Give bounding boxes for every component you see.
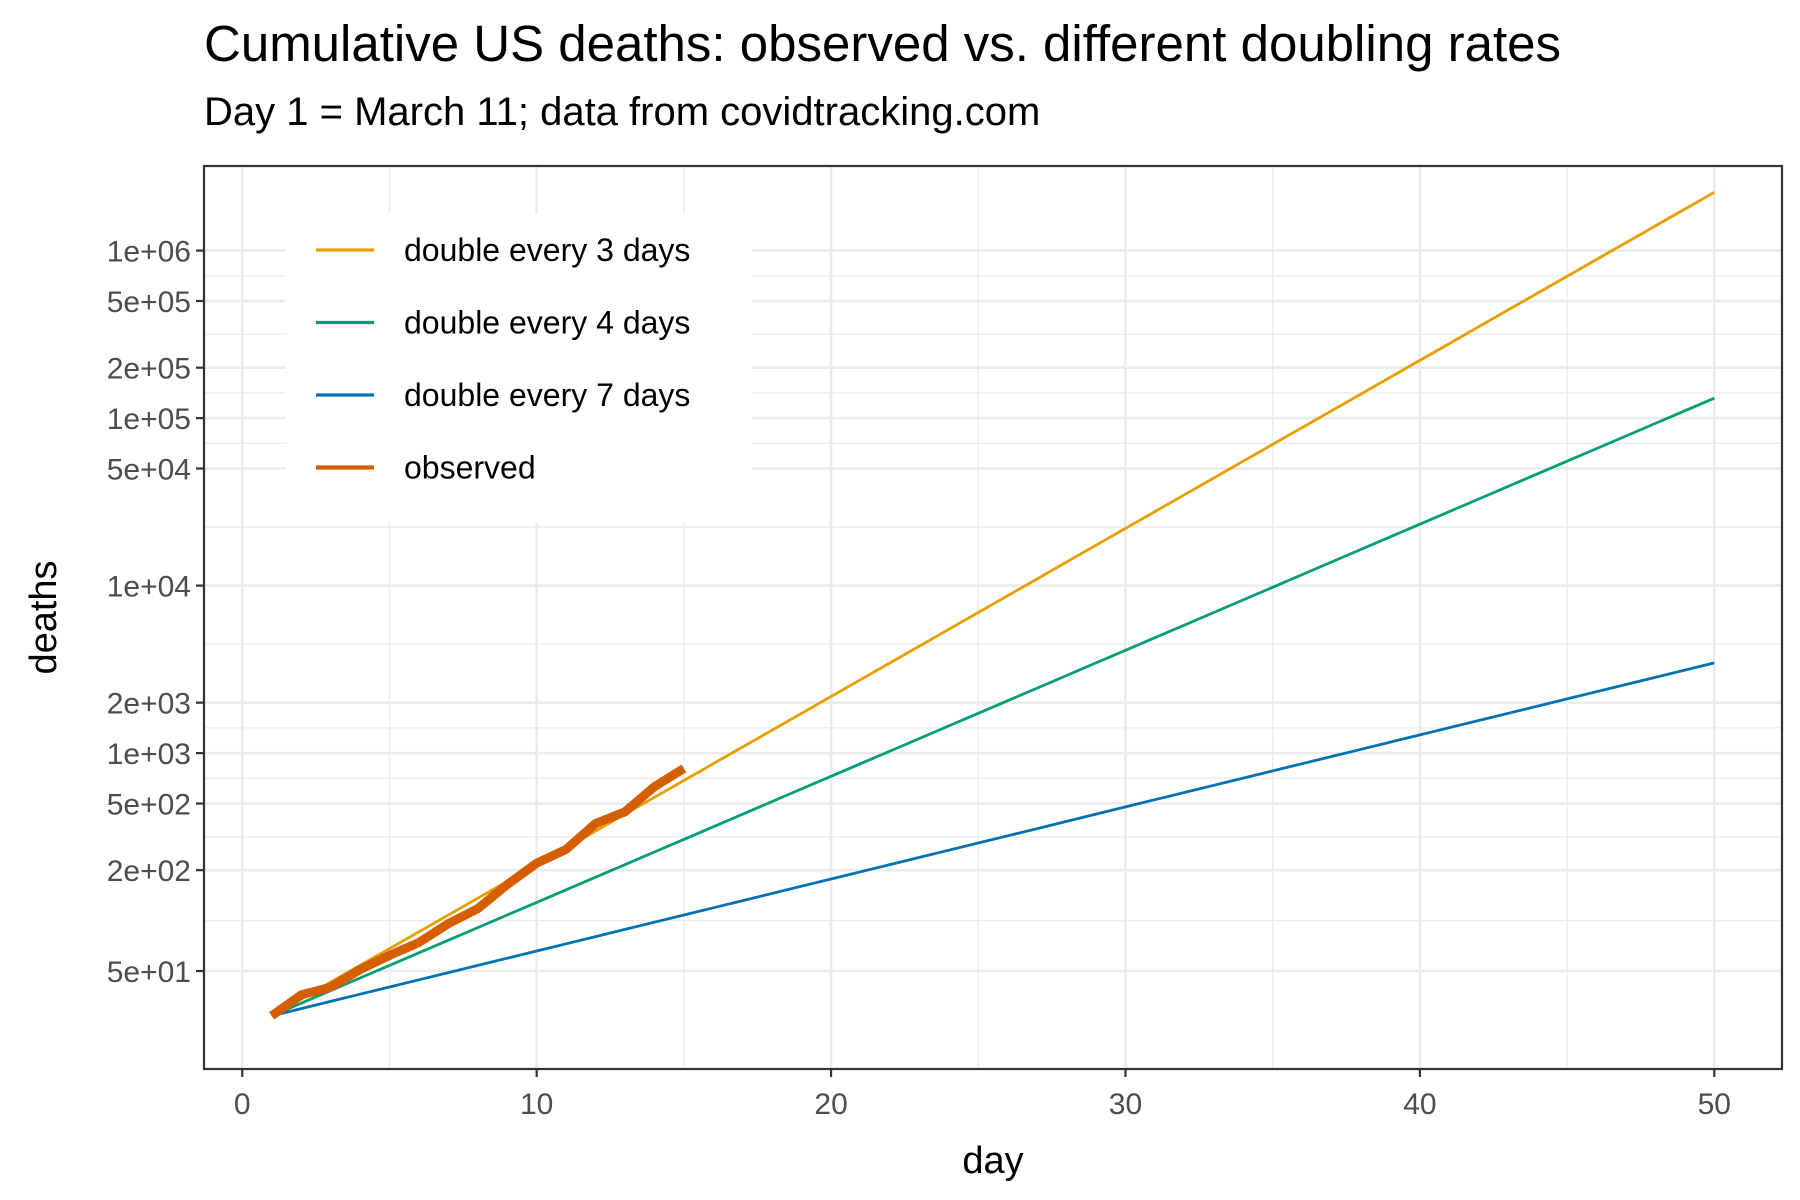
x-axis: 0 10 20 30 40 50 (234, 1069, 1731, 1121)
y-tick-label: 1e+06 (107, 236, 191, 269)
plot-panel-border (202, 164, 1784, 1071)
x-tick-label: 10 (520, 1088, 553, 1121)
series-line-double-every-4-days (271, 396, 1715, 1018)
y-axis: 5e+01 2e+02 5e+02 1e+03 2e+03 1e+04 5e+04 1e+05… (107, 236, 204, 989)
legend-label: double every 7 days (404, 377, 690, 413)
grid-lines (204, 166, 1782, 1069)
y-tick-label: 5e+01 (107, 956, 191, 989)
x-tick-label: 20 (814, 1088, 847, 1121)
series-line-observed (269, 764, 687, 1020)
x-tick-label: 30 (1109, 1088, 1142, 1121)
y-tick-label: 5e+04 (107, 454, 191, 487)
y-tick-label: 5e+05 (107, 286, 191, 319)
y-tick-label: 1e+04 (107, 571, 191, 604)
y-tick-label: 5e+02 (107, 789, 191, 822)
y-tick-label: 1e+05 (107, 403, 191, 436)
y-tick-label: 2e+02 (107, 855, 191, 888)
series-line-double-every-7-days (271, 661, 1715, 1018)
chart-subtitle: Day 1 = March 11; data from covidtrackin… (204, 90, 1041, 134)
x-tick-label: 40 (1403, 1088, 1436, 1121)
chart-title: Cumulative US deaths: observed vs. diffe… (204, 15, 1561, 72)
x-tick-label: 0 (234, 1088, 251, 1121)
x-axis-title: day (962, 1140, 1023, 1182)
legend-background (286, 213, 752, 523)
y-tick-label: 1e+03 (107, 738, 191, 771)
y-tick-label: 2e+03 (107, 688, 191, 721)
legend-label: observed (404, 450, 536, 486)
y-axis-title: deaths (23, 560, 65, 674)
y-tick-label: 2e+05 (107, 353, 191, 386)
legend: double every 3 days double every 4 days do… (286, 213, 752, 523)
legend-label: double every 4 days (404, 305, 690, 341)
x-tick-label: 50 (1698, 1088, 1731, 1121)
series-lines (269, 191, 1715, 1020)
legend-label: double every 3 days (404, 232, 690, 268)
